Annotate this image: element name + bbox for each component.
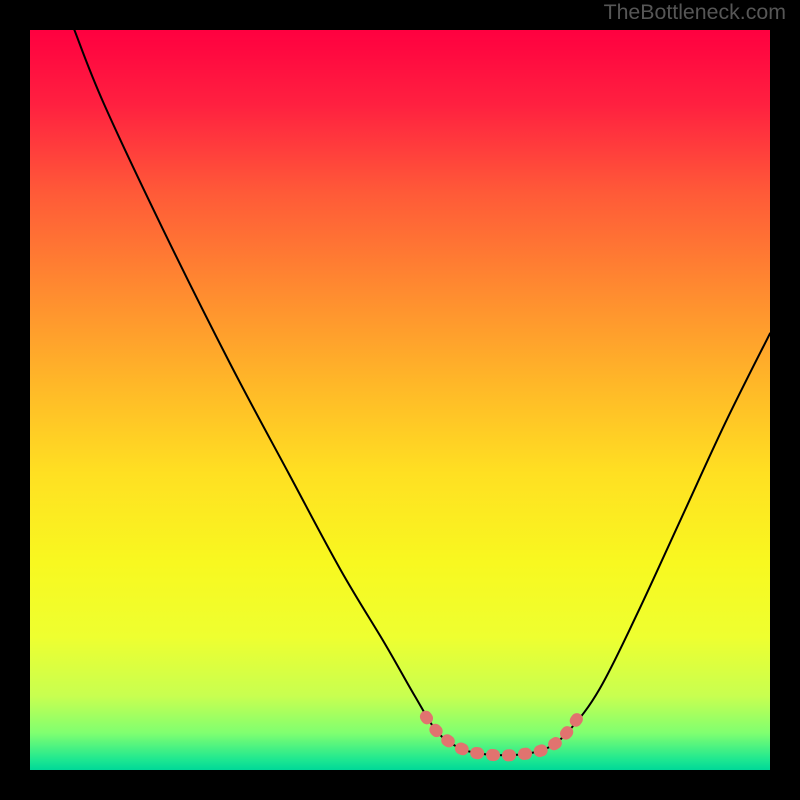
bottleneck-chart: TheBottleneck.com xyxy=(0,0,800,800)
watermark-text: TheBottleneck.com xyxy=(604,0,786,25)
plot-background xyxy=(30,30,770,770)
chart-svg xyxy=(0,0,800,800)
